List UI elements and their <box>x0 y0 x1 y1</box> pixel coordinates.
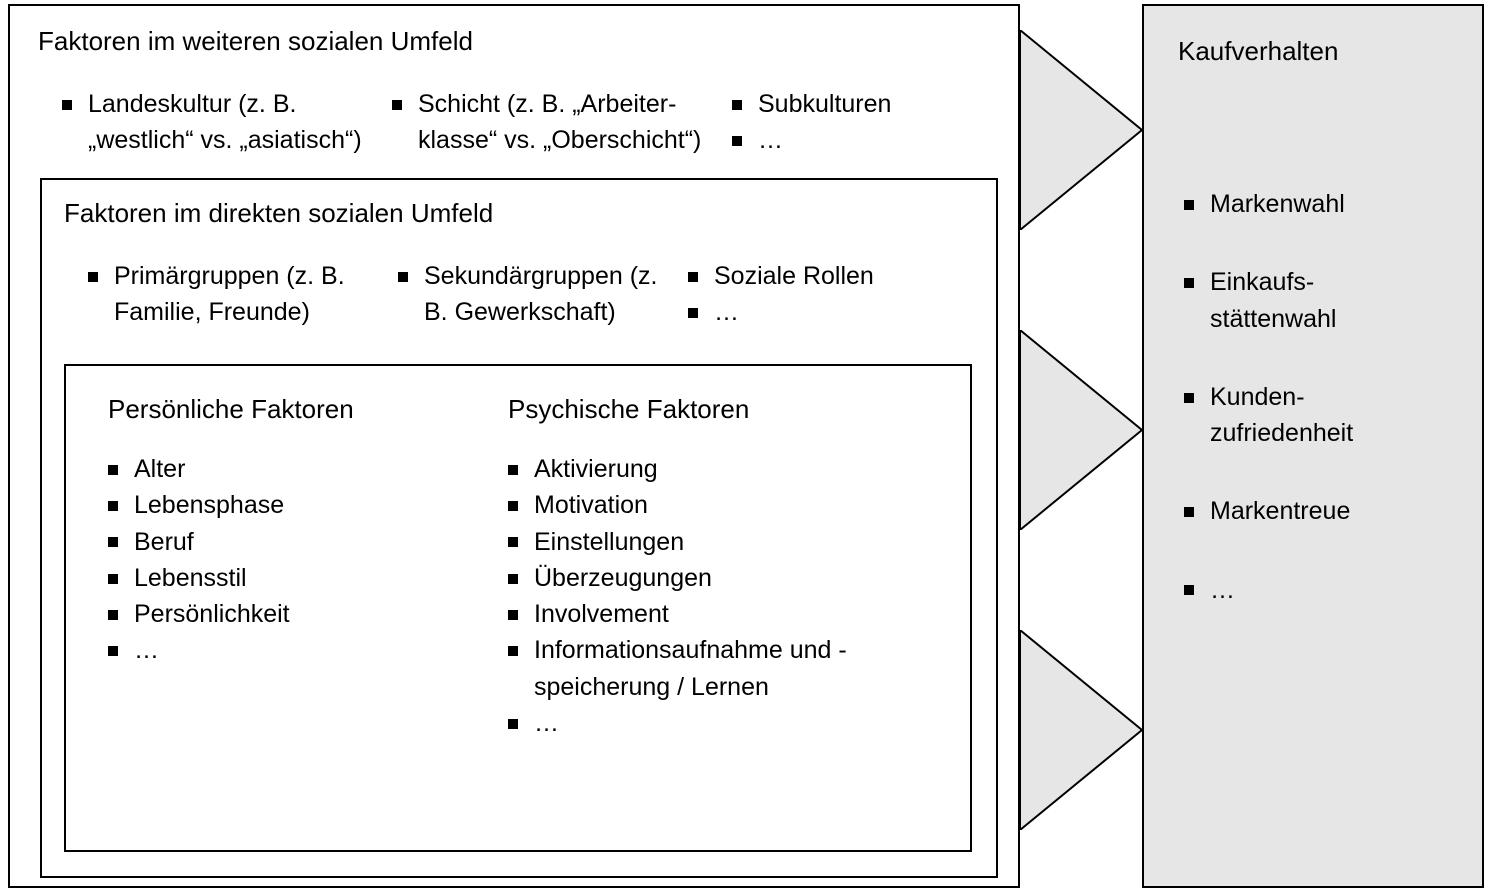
outer-item: … <box>732 122 962 158</box>
outer-col3: Subkulturen… <box>732 86 962 159</box>
inner-left-heading: Persönliche Faktoren <box>108 394 508 425</box>
result-item: Einkaufs-stättenwahl <box>1184 264 1444 337</box>
personal-item: … <box>108 632 508 668</box>
result-heading: Kaufverhalten <box>1178 36 1338 67</box>
outer-columns: Landeskultur (z. B. „westlich“ vs. „asia… <box>62 86 962 159</box>
outer-item: Subkulturen <box>732 86 962 122</box>
mid-item: Sekundärgruppen (z. B. Gewerkschaft) <box>398 258 688 331</box>
personal-item: Lebensstil <box>108 560 508 596</box>
mid-col3: Soziale Rollen… <box>688 258 908 331</box>
result-list: Markenwahl Einkaufs-stättenwahl Kunden-zuf… <box>1184 186 1444 650</box>
arrow-icon <box>1020 330 1144 530</box>
psychic-item: Einstellungen <box>508 524 908 560</box>
psychic-item: Informationsaufnahme und -speicherung / … <box>508 632 908 705</box>
mid-columns: Primärgruppen (z. B. Familie, Freunde) S… <box>88 258 908 331</box>
mid-heading: Faktoren im direkten sozialen Umfeld <box>64 198 493 229</box>
result-item: … <box>1184 572 1444 608</box>
mid-item: Soziale Rollen <box>688 258 908 294</box>
arrow-icon <box>1020 630 1144 830</box>
personal-item: Persönlichkeit <box>108 596 508 632</box>
result-item: Markentreue <box>1184 493 1444 529</box>
inner-right-list: AktivierungMotivationEinstellungenÜberze… <box>508 451 908 741</box>
result-item: Kunden-zufriedenheit <box>1184 379 1444 452</box>
psychic-item: … <box>508 705 908 741</box>
arrow-icon <box>1020 30 1144 230</box>
inner-left-list: AlterLebensphaseBerufLebensstilPersönlic… <box>108 451 508 669</box>
result-panel: Kaufverhalten Markenwahl Einkaufs-stätten… <box>1142 4 1484 888</box>
inner-factors-box: Persönliche Faktoren AlterLebensphaseBer… <box>64 364 972 852</box>
psychic-item: Aktivierung <box>508 451 908 487</box>
inner-right-heading: Psychische Faktoren <box>508 394 908 425</box>
outer-item: Landeskultur (z. B. „westlich“ vs. „asia… <box>62 86 392 159</box>
personal-item: Lebensphase <box>108 487 508 523</box>
diagram-canvas: Faktoren im weiteren sozialen Umfeld Lan… <box>0 0 1492 896</box>
mid-col2: Sekundärgruppen (z. B. Gewerkschaft) <box>398 258 688 331</box>
mid-col1: Primärgruppen (z. B. Familie, Freunde) <box>88 258 398 331</box>
psychic-item: Überzeugungen <box>508 560 908 596</box>
mid-item: … <box>688 294 908 330</box>
outer-item: Schicht (z. B. „Arbeiter-klasse“ vs. „Ob… <box>392 86 732 159</box>
inner-columns: Persönliche Faktoren AlterLebensphaseBer… <box>108 394 908 741</box>
personal-item: Beruf <box>108 524 508 560</box>
result-item: Markenwahl <box>1184 186 1444 222</box>
outer-col1: Landeskultur (z. B. „westlich“ vs. „asia… <box>62 86 392 159</box>
mid-item: Primärgruppen (z. B. Familie, Freunde) <box>88 258 398 331</box>
outer-col2: Schicht (z. B. „Arbeiter-klasse“ vs. „Ob… <box>392 86 732 159</box>
psychic-item: Motivation <box>508 487 908 523</box>
personal-item: Alter <box>108 451 508 487</box>
outer-heading: Faktoren im weiteren sozialen Umfeld <box>38 26 473 57</box>
psychic-item: Involvement <box>508 596 908 632</box>
